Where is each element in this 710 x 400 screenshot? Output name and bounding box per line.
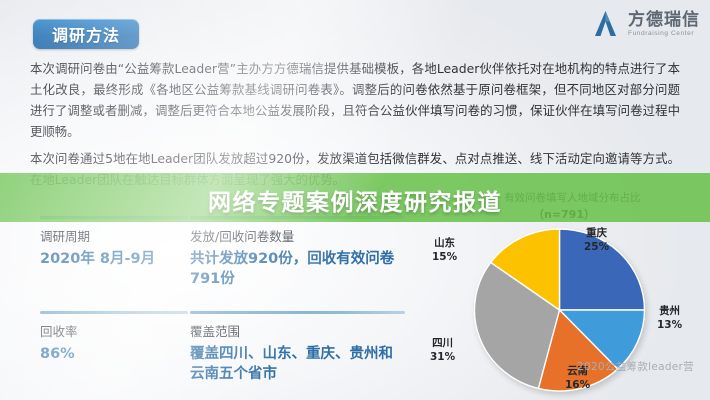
stat-title: 发放/回收问卷数量 [190, 229, 295, 244]
brand-name-cn: 方德瑞信 [628, 9, 700, 29]
brand-wordmark: 方德瑞信 Fundraising Center [628, 11, 700, 38]
pie-label-guizhou: 贵州 13% [657, 304, 682, 332]
stat-title: 覆盖范围 [190, 324, 241, 339]
body-paragraph-1: 本次调研问卷由“公益筹款Leader营”主办方方德瑞信提供基础模板，各地Lead… [30, 61, 680, 139]
overlay-banner-text: 网络专题案例深度研究报道 [208, 190, 502, 216]
pie-label-value: 16% [565, 379, 591, 391]
stat-card-survey-period: 调研周期 2020年 8月-9月 [40, 216, 188, 269]
stat-card-questionnaire-count: 发放/回收问卷数量 共计发放920份，回收有效问卷791份 [190, 216, 405, 289]
pie-label-value: 25% [584, 241, 610, 253]
stat-value: 覆盖四川、山东、重庆、贵州和云南五个省市 [190, 346, 393, 382]
pie-label-sichuan: 四川 31% [430, 336, 455, 364]
section-title-badge: 调研方法 [33, 19, 139, 49]
section-title-text: 调研方法 [51, 28, 120, 45]
pie-label-value: 15% [432, 251, 458, 263]
stat-card-recovery-rate: 回收率 86% [40, 311, 188, 364]
peak-mark-logo-icon [595, 11, 616, 36]
stat-rule [40, 311, 188, 314]
pie-label-name: 山东 [434, 237, 456, 249]
stat-title: 回收率 [40, 324, 78, 339]
brand-logo: 方德瑞信 Fundraising Center [590, 6, 700, 42]
stat-title: 调研周期 [40, 229, 91, 244]
chart-watermark: 2020公益筹款leader营 [577, 361, 694, 373]
stat-rule [190, 311, 405, 314]
pie-label-shandong: 山东 15% [432, 236, 457, 264]
stat-value: 2020年 8月-9月 [40, 251, 156, 267]
stat-value: 86% [40, 346, 75, 362]
pie-label-value: 31% [430, 351, 456, 363]
pie-label-value: 13% [657, 319, 683, 331]
pie-label-name: 四川 [432, 337, 454, 349]
brand-name-en: Fundraising Center [628, 29, 695, 37]
stat-value: 共计发放920份，回收有效问卷791份 [190, 251, 395, 287]
slide-header: 调研方法 方德瑞信 Fundraising Center [0, 0, 710, 56]
pie-label-name: 重庆 [586, 227, 608, 239]
pie-label-name: 贵州 [659, 305, 681, 317]
stat-card-coverage-scope: 覆盖范围 覆盖四川、山东、重庆、贵州和云南五个省市 [190, 311, 405, 384]
pie-label-chongqing: 重庆 25% [584, 226, 609, 254]
